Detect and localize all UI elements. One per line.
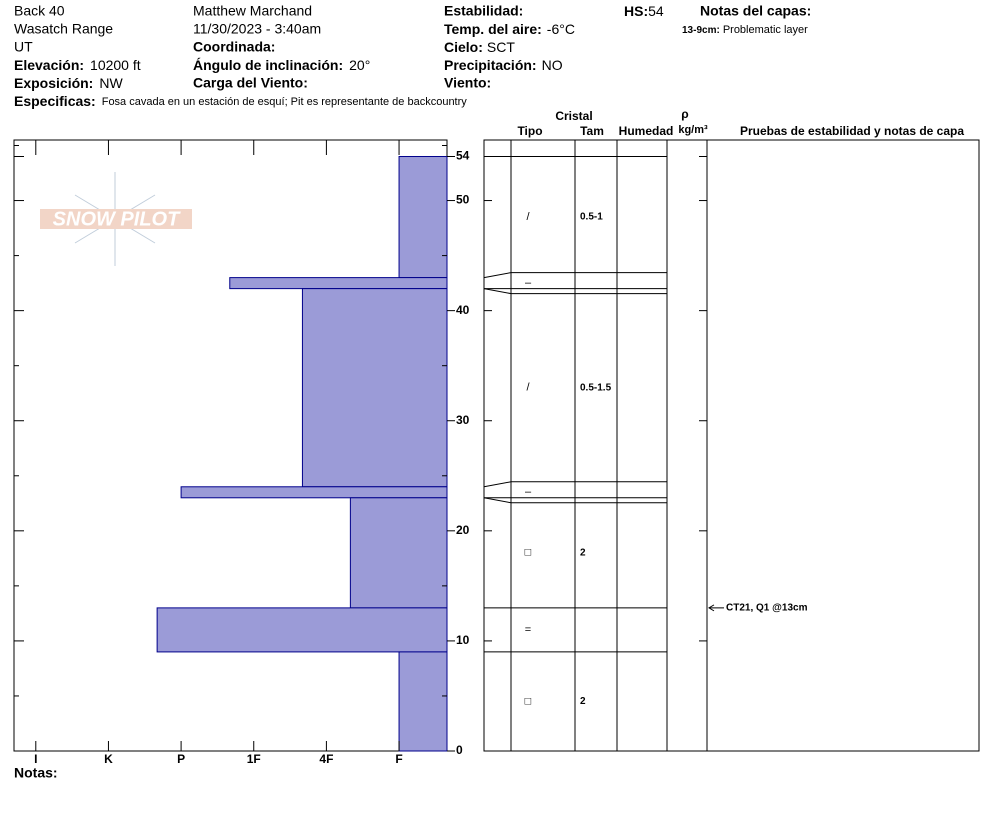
- test-arrowhead: [708, 604, 715, 612]
- layer-boundary: [483, 481, 667, 488]
- test-label: CT21, Q1 @13cm: [726, 603, 808, 614]
- air-temp: Temp. del aire: -6°C: [444, 21, 575, 37]
- hardness-bar: [156, 607, 448, 653]
- precip: Precipitación: NO: [444, 57, 563, 73]
- sky: Cielo: SCT: [444, 39, 515, 55]
- col-form: Tipo: [517, 124, 542, 138]
- value: NW: [99, 75, 123, 91]
- observer: Matthew Marchand: [193, 3, 312, 19]
- label: Exposición:: [14, 75, 93, 91]
- aspect: Exposición: NW: [14, 75, 123, 91]
- value: -6°C: [547, 21, 575, 37]
- col-density: ρ: [681, 107, 688, 121]
- state: UT: [14, 39, 33, 55]
- grain-size: 2: [580, 547, 586, 558]
- y-tick-label: 54: [456, 149, 470, 163]
- specifics: Especificas: Fosa cavada en un estación d…: [14, 93, 467, 109]
- x-tick-label: K: [104, 752, 113, 766]
- notes: Notas:: [14, 765, 58, 781]
- wind: Viento:: [444, 75, 491, 91]
- value: 10200 ft: [90, 57, 141, 73]
- grain-form: /: [526, 211, 530, 223]
- grain-size: 0.5-1: [580, 212, 603, 223]
- y-tick-label: 10: [456, 633, 470, 647]
- y-tick-label: 40: [456, 303, 470, 317]
- value: 20°: [349, 57, 370, 73]
- x-tick-label: 4F: [319, 752, 333, 766]
- hardness-bar: [349, 497, 448, 609]
- hardness-bar: [229, 277, 448, 290]
- grain-form: □: [525, 547, 532, 559]
- layer-note: 13-9cm: Problematic layer: [682, 24, 808, 36]
- logo-text: SNOW PILOT: [53, 208, 181, 230]
- datetime: 11/30/2023 - 3:40am: [193, 21, 321, 37]
- logo: SNOW PILOT: [40, 172, 192, 266]
- layer-table-frame: [483, 139, 980, 752]
- x-tick-label: P: [177, 752, 185, 766]
- grain-form: /: [526, 382, 530, 394]
- y-tick-label: 30: [456, 413, 470, 427]
- label: Elevación:: [14, 57, 84, 73]
- value: 54: [648, 3, 664, 19]
- label: Ángulo de inclinación:: [193, 57, 343, 73]
- hardness-bar: [180, 486, 448, 499]
- hs: HS:54: [624, 3, 664, 19]
- elevation: Elevación: 10200 ft: [14, 57, 141, 73]
- y-tick-label: 20: [456, 523, 470, 537]
- label: Temp. del aire:: [444, 21, 542, 37]
- col-crystal: Cristal: [555, 109, 592, 123]
- grain-form: □: [525, 695, 532, 707]
- layer-boundary: [483, 272, 667, 279]
- range: 13-9cm:: [682, 25, 720, 36]
- hardness-bar: [301, 288, 448, 488]
- x-tick-label: I: [34, 752, 37, 766]
- x-tick-label: F: [395, 752, 402, 766]
- y-tick-label: 0: [456, 743, 463, 757]
- col-density-unit: kg/m³: [678, 124, 708, 136]
- hardness-bar: [398, 156, 448, 279]
- value: NO: [542, 57, 563, 73]
- label: Cielo:: [444, 39, 483, 55]
- layer-boundary: [483, 288, 667, 295]
- y-tick-label: 50: [456, 193, 470, 207]
- value: SCT: [487, 39, 515, 55]
- grain-size: 2: [580, 696, 586, 707]
- col-moisture: Humedad: [619, 124, 674, 138]
- layer-boundary: [483, 497, 667, 504]
- slope: Ángulo de inclinación: 20°: [193, 57, 370, 73]
- label: Especificas:: [14, 93, 96, 109]
- col-size: Tam: [580, 124, 604, 138]
- hardness-bar: [398, 651, 448, 752]
- coordinates: Coordinada:: [193, 39, 275, 55]
- label: Precipitación:: [444, 57, 537, 73]
- grain-form: =: [525, 624, 531, 636]
- header: Back 40 Wasatch Range UT Elevación: 10200…: [14, 3, 811, 109]
- range: Wasatch Range: [14, 21, 113, 37]
- label: HS:: [624, 3, 648, 19]
- column-headers: Cristal Tipo Tam Humedad ρ kg/m³ Pruebas…: [517, 107, 964, 138]
- wind-loading: Carga del Viento:: [193, 75, 308, 91]
- layer-notes-title: Notas del capas:: [700, 3, 811, 19]
- grain-size: 0.5-1.5: [580, 382, 612, 393]
- x-tick-label: 1F: [247, 752, 261, 766]
- grain-form: –: [525, 486, 532, 498]
- value: Fosa cavada en un estación de esquí; Pit…: [102, 96, 468, 108]
- location: Back 40: [14, 3, 65, 19]
- stability: Estabilidad:: [444, 3, 523, 19]
- col-tests: Pruebas de estabilidad y notas de capa: [740, 124, 964, 138]
- grain-form: –: [525, 277, 532, 289]
- logo-band: [40, 209, 192, 229]
- note: Problematic layer: [723, 24, 808, 36]
